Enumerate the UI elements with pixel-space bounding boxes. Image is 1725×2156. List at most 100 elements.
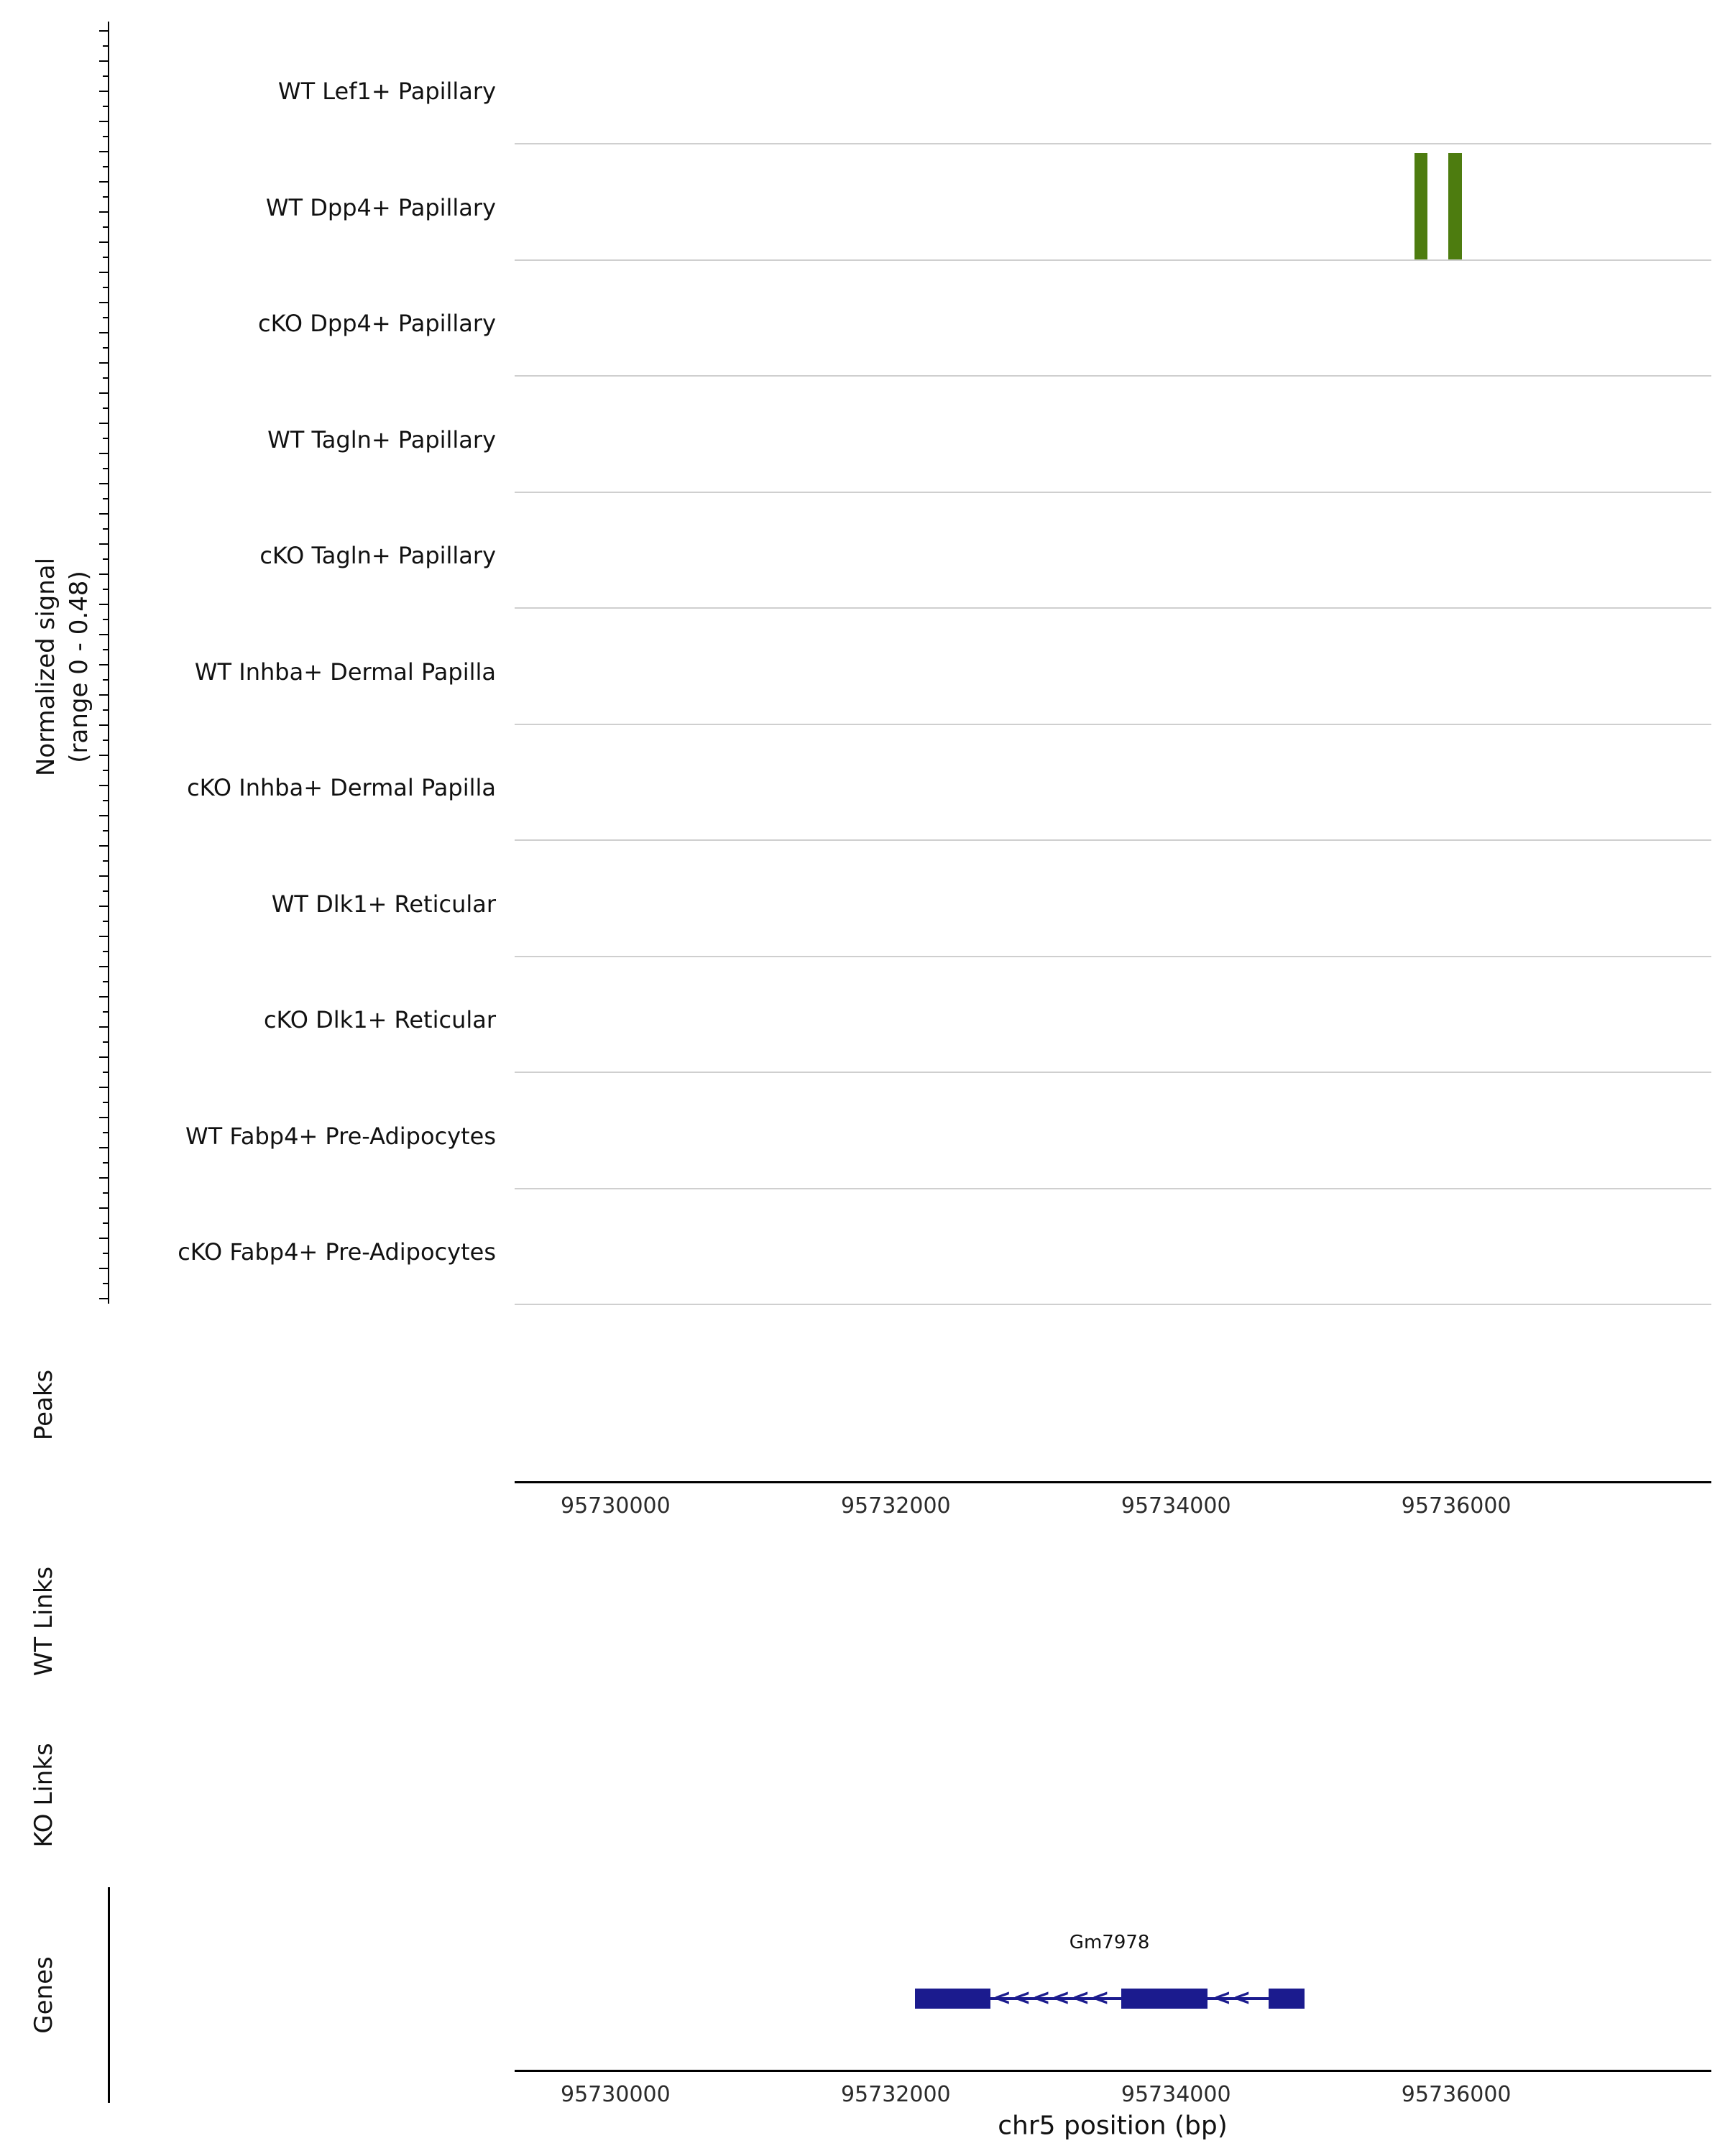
gene-exon xyxy=(1268,1989,1305,2009)
signal-y-axis-tick xyxy=(103,438,109,439)
track-label: WT Dlk1+ Reticular xyxy=(271,890,496,918)
signal-y-axis-tick xyxy=(103,1283,109,1284)
signal-y-axis-tick xyxy=(99,211,109,213)
signal-y-axis-tick xyxy=(103,830,109,831)
signal-y-axis-tick xyxy=(99,60,109,62)
gene-body-line xyxy=(914,1997,1305,2000)
signal-y-axis-tick xyxy=(103,75,109,77)
x-tick-label: 95736000 xyxy=(1401,1493,1512,1519)
section-label-ko-links: KO Links xyxy=(29,1743,59,1848)
signal-y-axis-tick xyxy=(99,1177,109,1179)
signal-y-axis-tick xyxy=(103,1132,109,1133)
signal-y-axis-tick xyxy=(99,604,109,605)
signal-y-axis-tick xyxy=(99,121,109,122)
signal-y-axis-tick xyxy=(103,1072,109,1073)
x-tick-label: 95734000 xyxy=(1121,2082,1231,2107)
signal-y-axis-tick xyxy=(99,755,109,756)
signal-y-axis-tick xyxy=(99,483,109,484)
signal-y-axis-tick xyxy=(99,875,109,877)
section-label-genes: Genes xyxy=(29,1956,59,2034)
signal-y-axis-tick xyxy=(99,453,109,454)
signal-y-axis-tick xyxy=(99,1026,109,1028)
signal-y-axis-tick xyxy=(103,136,109,137)
signal-y-axis-tick xyxy=(103,860,109,862)
signal-y-axis-tick xyxy=(99,845,109,847)
x-axis-line-peaks xyxy=(515,1481,1711,1483)
gene-exon xyxy=(1121,1989,1208,2009)
track-label: WT Inhba+ Dermal Papilla xyxy=(194,658,496,686)
signal-peak xyxy=(1414,153,1428,259)
track-label: cKO Dlk1+ Reticular xyxy=(263,1006,496,1033)
x-tick-label: 95732000 xyxy=(840,1493,951,1519)
signal-y-axis-tick xyxy=(103,1041,109,1043)
signal-y-axis-tick xyxy=(103,981,109,982)
signal-y-axis-tick xyxy=(103,558,109,560)
track-baseline xyxy=(515,1187,1711,1189)
signal-y-axis-tick xyxy=(99,362,109,364)
signal-y-axis-tick xyxy=(99,573,109,575)
signal-y-axis-tick xyxy=(103,770,109,771)
signal-y-axis-tick xyxy=(103,1192,109,1194)
signal-y-axis-tick xyxy=(103,740,109,741)
signal-y-axis-tick xyxy=(99,1147,109,1148)
signal-y-axis-tick xyxy=(99,543,109,545)
signal-y-axis-tick xyxy=(99,724,109,726)
signal-y-axis-tick xyxy=(99,966,109,967)
signal-y-axis-tick xyxy=(103,317,109,318)
signal-y-axis-tick xyxy=(99,906,109,907)
signal-y-axis-tick xyxy=(99,332,109,333)
track-baseline xyxy=(515,1072,1711,1073)
strand-arrow-icon: < xyxy=(1013,1985,1031,2011)
signal-y-axis-tick xyxy=(103,1102,109,1103)
track-label: WT Tagln+ Papillary xyxy=(267,425,496,453)
signal-y-axis-tick xyxy=(103,498,109,499)
signal-y-axis-tick xyxy=(103,1162,109,1164)
x-tick-label: 95730000 xyxy=(561,2082,671,2107)
track-label: WT Fabp4+ Pre-Adipocytes xyxy=(185,1122,496,1150)
signal-y-axis-tick xyxy=(103,890,109,892)
signal-y-axis-tick xyxy=(103,287,109,288)
signal-y-axis-line xyxy=(108,22,109,1304)
track-baseline xyxy=(515,143,1711,144)
track-baseline xyxy=(515,259,1711,261)
signal-y-axis-tick xyxy=(103,226,109,228)
section-label-peaks: Peaks xyxy=(29,1369,59,1441)
signal-y-axis-tick xyxy=(103,951,109,952)
signal-y-axis-tick xyxy=(99,1207,109,1209)
signal-y-axis-tick xyxy=(103,45,109,47)
signal-y-axis-tick xyxy=(103,347,109,349)
signal-y-axis-tick xyxy=(99,181,109,183)
signal-y-axis-tick xyxy=(103,1222,109,1224)
signal-y-axis-tick xyxy=(99,1087,109,1088)
signal-y-axis-tick xyxy=(99,936,109,937)
signal-y-axis-tick xyxy=(99,634,109,635)
strand-arrow-icon: < xyxy=(1233,1985,1251,2011)
signal-y-axis-tick xyxy=(99,815,109,816)
track-label: WT Dpp4+ Papillary xyxy=(265,193,496,221)
signal-y-axis-tick xyxy=(99,1056,109,1058)
signal-y-axis-tick xyxy=(103,709,109,711)
track-label: cKO Inhba+ Dermal Papilla xyxy=(187,774,496,801)
signal-y-axis-tick xyxy=(99,151,109,152)
signal-y-axis-tick xyxy=(99,423,109,424)
track-label: cKO Dpp4+ Papillary xyxy=(258,310,496,337)
signal-y-axis-tick xyxy=(103,679,109,681)
signal-y-axis-tick xyxy=(99,1298,109,1299)
signal-y-axis-tick xyxy=(99,241,109,243)
signal-y-axis-tick xyxy=(99,664,109,665)
track-baseline xyxy=(515,491,1711,493)
signal-y-axis-tick xyxy=(103,257,109,258)
track-baseline xyxy=(515,1304,1711,1305)
x-axis-title: chr5 position (bp) xyxy=(998,2111,1228,2141)
signal-y-axis-tick xyxy=(99,1117,109,1118)
track-label: cKO Tagln+ Papillary xyxy=(259,542,496,569)
strand-arrow-icon: < xyxy=(1091,1985,1110,2011)
track-baseline xyxy=(515,955,1711,957)
signal-y-axis-tick xyxy=(99,694,109,696)
signal-y-axis-tick xyxy=(103,377,109,379)
x-tick-label: 95734000 xyxy=(1121,1493,1231,1519)
track-baseline xyxy=(515,375,1711,377)
signal-y-axis-tick xyxy=(103,1253,109,1254)
signal-peak xyxy=(1448,153,1462,259)
